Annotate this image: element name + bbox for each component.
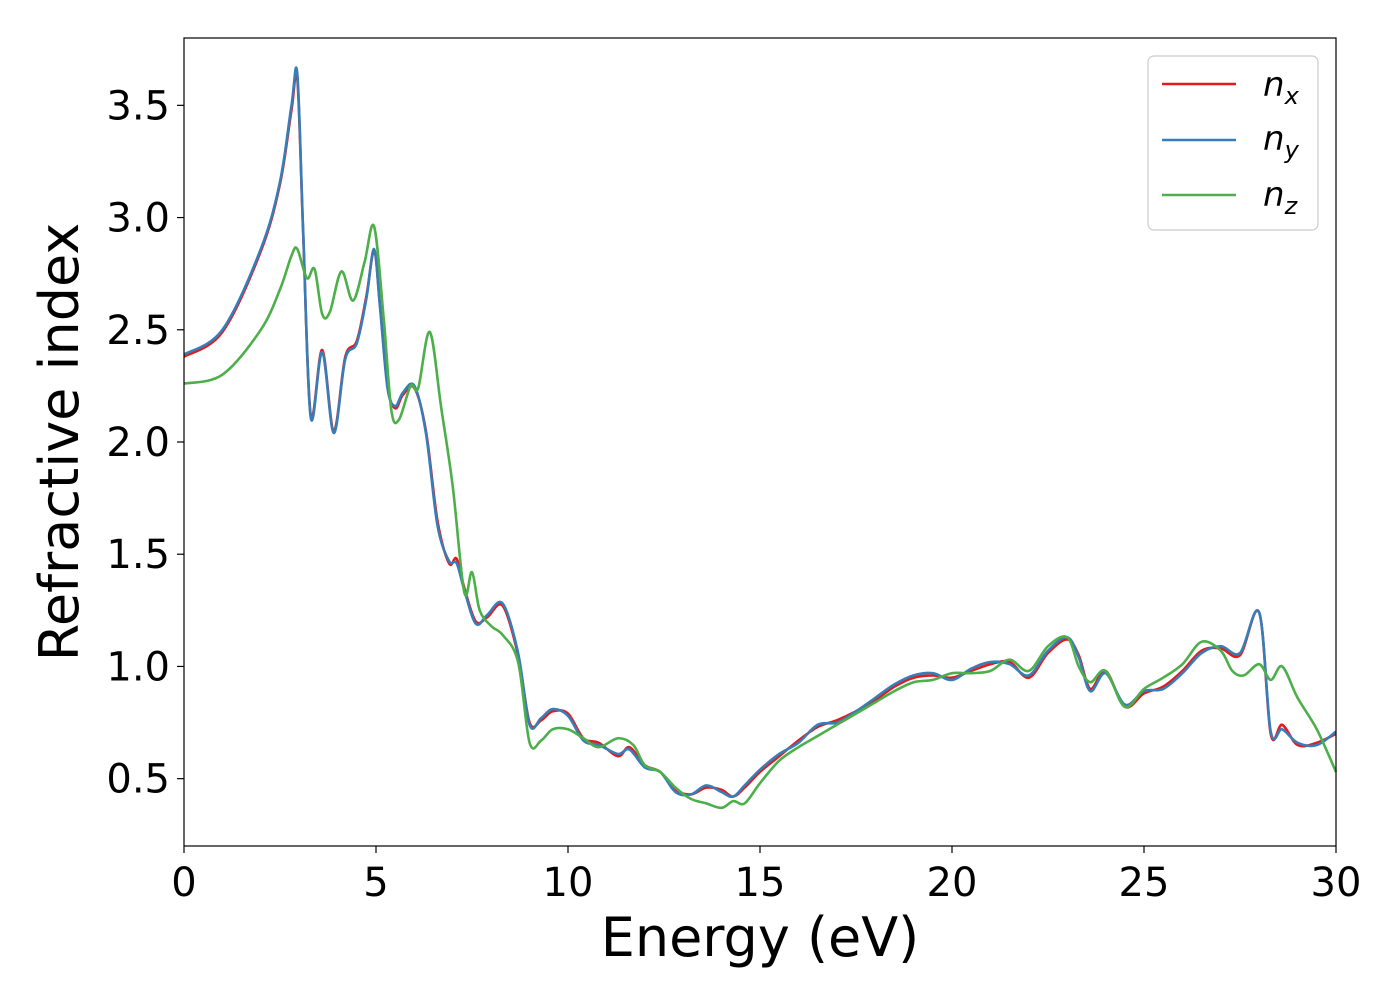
y-axis-label: Refractive index — [28, 223, 91, 662]
y-tick-label: 1.5 — [106, 532, 170, 578]
legend-label-nz: nz — [1263, 175, 1299, 220]
legend-label-nx: nx — [1263, 65, 1300, 110]
x-axis-ticks: 0 5 10 15 20 25 30 — [171, 846, 1361, 906]
x-tick-label: 15 — [735, 860, 786, 906]
legend-box — [1147, 55, 1319, 231]
x-tick-label: 25 — [1119, 860, 1170, 906]
y-tick-label: 1.0 — [106, 644, 170, 690]
y-tick-label: 3.0 — [106, 196, 170, 242]
plot-area — [184, 38, 1336, 846]
x-tick-label: 0 — [171, 860, 196, 906]
x-axis-label: Energy (eV) — [601, 906, 920, 969]
legend: nx ny nz — [1147, 55, 1319, 231]
x-tick-label: 5 — [363, 860, 388, 906]
y-axis-ticks: 0.5 1.0 1.5 2.0 2.5 3.0 3.5 — [106, 83, 184, 803]
y-tick-label: 0.5 — [106, 757, 170, 803]
y-tick-label: 2.5 — [106, 308, 170, 354]
y-tick-label: 2.0 — [106, 420, 170, 466]
series-layer — [183, 66, 1338, 810]
legend-label-ny: ny — [1263, 119, 1300, 164]
x-tick-label: 20 — [927, 860, 978, 906]
x-tick-label: 10 — [543, 860, 594, 906]
x-tick-label: 30 — [1311, 860, 1362, 906]
series-line-nz — [183, 223, 1338, 810]
y-tick-label: 3.5 — [106, 83, 170, 129]
